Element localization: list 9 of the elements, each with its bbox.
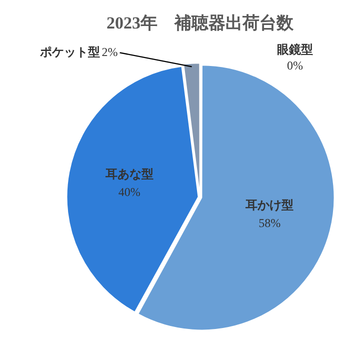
data-label: 40% bbox=[118, 184, 140, 199]
slice-label: ポケット型 bbox=[38, 44, 100, 59]
text: 0% bbox=[287, 58, 303, 73]
data-label: 2% bbox=[102, 44, 118, 59]
chart-title: 2023年 補聴器出荷台数 bbox=[106, 14, 294, 33]
category-label: 眼鏡型 bbox=[277, 42, 313, 56]
slice-label: 耳あな型 bbox=[104, 166, 154, 181]
slice-label: 耳かけ型 bbox=[244, 198, 294, 212]
data-label: 58% bbox=[258, 216, 281, 230]
